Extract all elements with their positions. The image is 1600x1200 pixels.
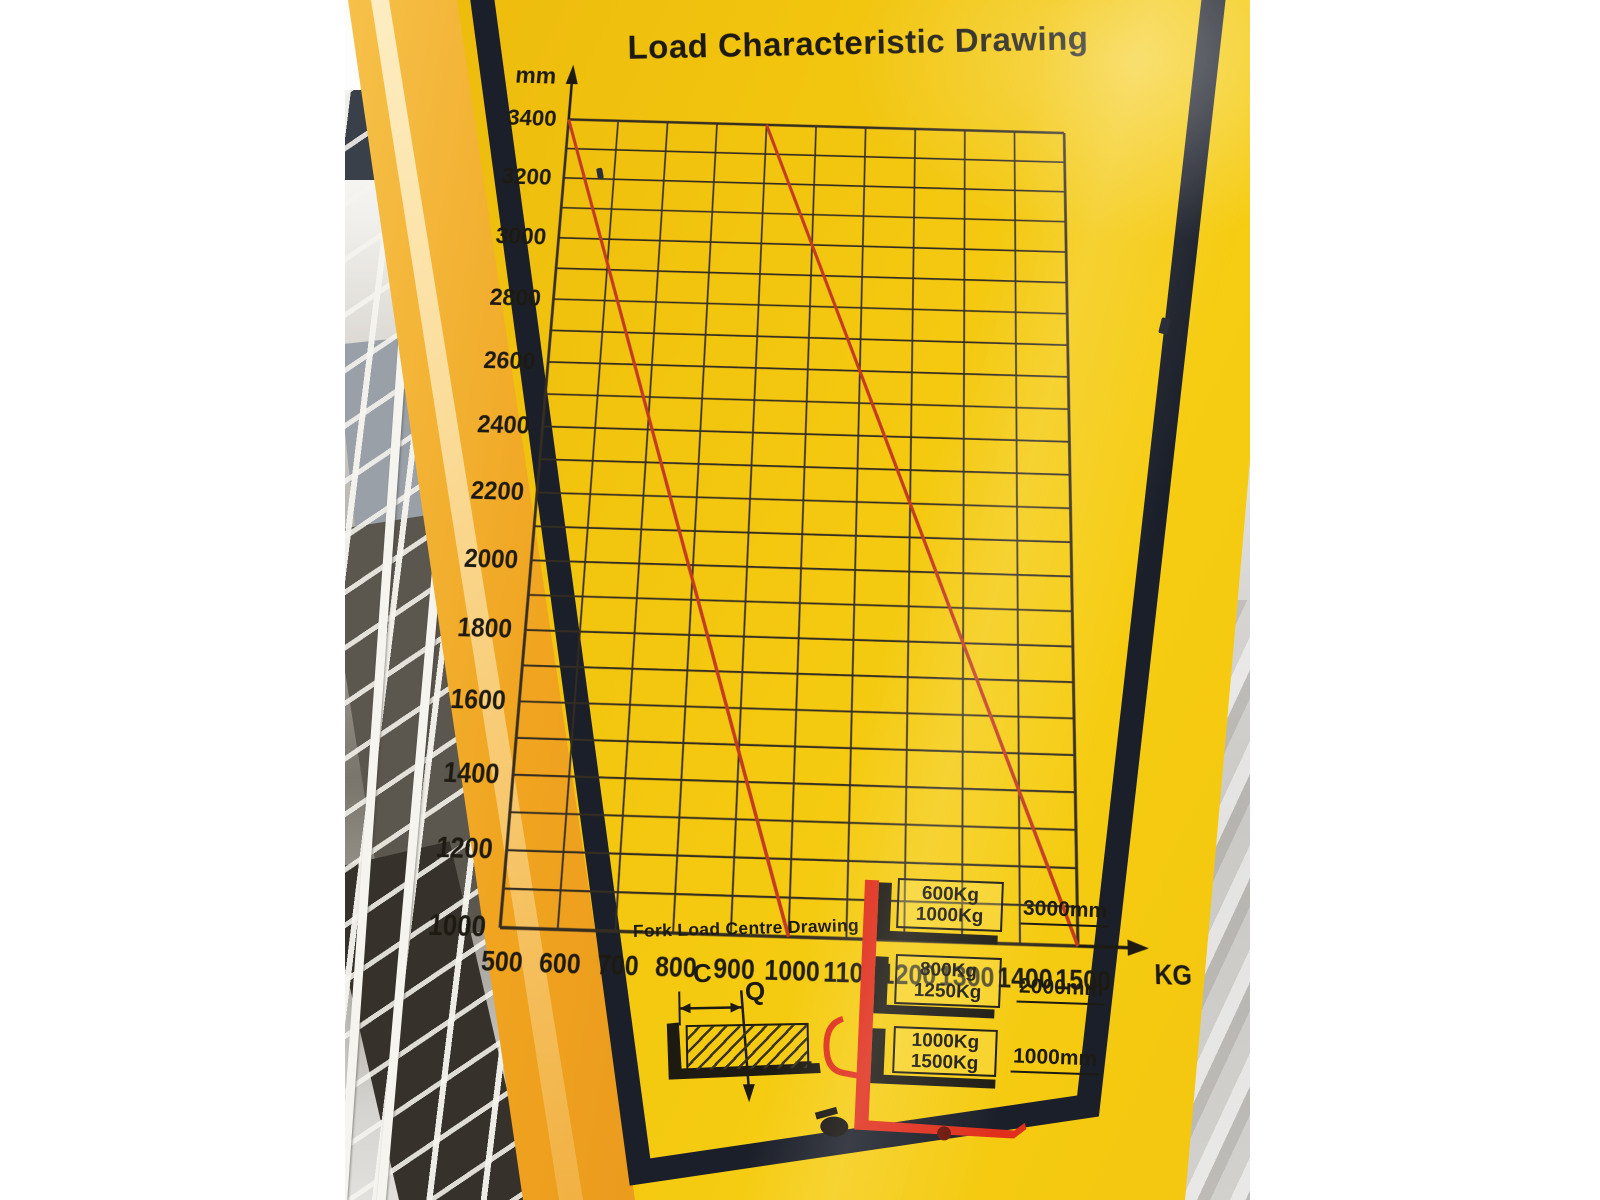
svg-text:1200: 1200: [435, 831, 495, 866]
lift-height-label: 2000mm: [1016, 974, 1106, 1006]
svg-text:1000: 1000: [427, 907, 488, 943]
svg-text:1600: 1600: [449, 683, 507, 716]
capacity-value: 1000Kg: [911, 1029, 980, 1053]
svg-text:700: 700: [596, 949, 639, 982]
svg-text:800: 800: [654, 951, 697, 984]
load-chart: 1000 1200 1400 1600 1800 2000 2200 2400 2600 2800…: [409, 61, 1223, 1036]
svg-text:3000: 3000: [495, 222, 548, 250]
svg-text:2400: 2400: [476, 410, 531, 440]
capacity-value: 1500Kg: [910, 1050, 979, 1074]
svg-text:500: 500: [480, 946, 524, 979]
svg-text:1800: 1800: [456, 612, 513, 644]
svg-text:2600: 2600: [482, 346, 536, 375]
svg-text:KG: KG: [1154, 959, 1193, 992]
lift-height-label: 3000mm: [1020, 896, 1110, 928]
load-chart-svg: 1000 1200 1400 1600 1800 2000 2200 2400 2600 2800…: [427, 62, 1193, 998]
load-block-hatched: [685, 1022, 810, 1073]
svg-text:1400: 1400: [442, 756, 501, 790]
svg-text:3200: 3200: [500, 163, 552, 190]
svg-text:1400: 1400: [997, 962, 1053, 996]
svg-text:900: 900: [712, 953, 755, 986]
stacker-label-photo: 1000 1200 1400 1600 1800 2000 2200 2400 2600 2800…: [345, 0, 1250, 1200]
svg-text:2200: 2200: [470, 475, 526, 506]
svg-text:1200: 1200: [880, 958, 936, 992]
stacker-drawing: [814, 879, 1027, 1141]
capacity-value: 600Kg: [921, 882, 980, 907]
capacity-box-2000mm: 800Kg 1250Kg: [894, 953, 1002, 1009]
svg-text:mm: mm: [514, 62, 557, 89]
svg-text:600: 600: [538, 947, 582, 980]
capacity-value: 1250Kg: [913, 979, 982, 1004]
capacity-box-3000mm: 600Kg 1000Kg: [896, 877, 1004, 933]
svg-text:1300: 1300: [939, 960, 995, 994]
capacity-value: 800Kg: [919, 958, 978, 983]
svg-text:2800: 2800: [489, 283, 543, 311]
svg-text:1000: 1000: [764, 955, 820, 989]
svg-text:3400: 3400: [506, 105, 558, 131]
capacity-value: 1000Kg: [915, 903, 984, 928]
svg-text:1500: 1500: [1055, 964, 1111, 998]
lift-height-label: 1000mm: [1010, 1044, 1100, 1076]
svg-text:2000: 2000: [463, 543, 520, 574]
capacity-box-1000mm: 1000Kg 1500Kg: [892, 1026, 998, 1077]
